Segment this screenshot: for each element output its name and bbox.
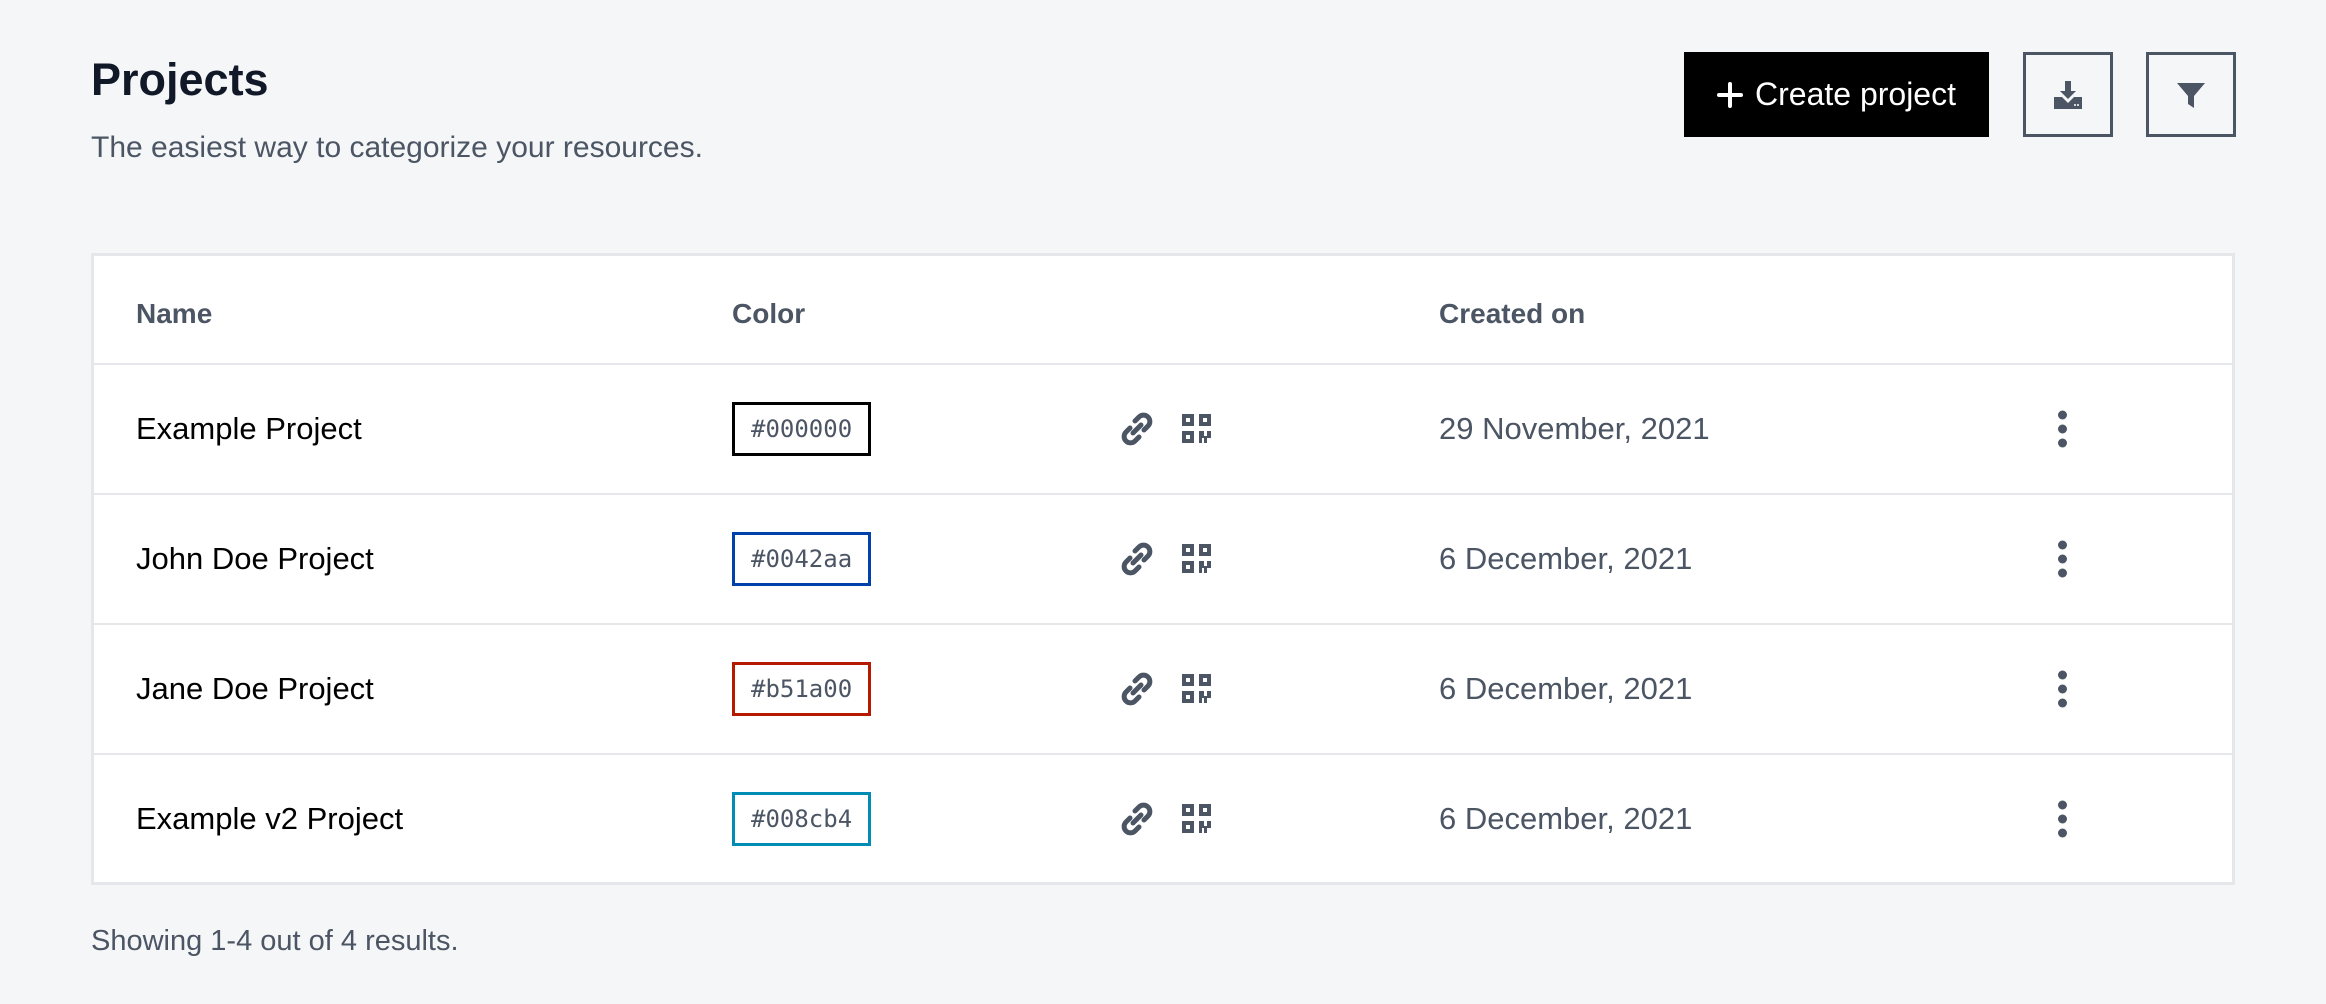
qr-code-icon[interactable] [1182, 674, 1212, 704]
page-title: Projects [91, 54, 269, 105]
created-date: 29 November, 2021 [1439, 411, 1710, 446]
created-date: 6 December, 2021 [1439, 671, 1693, 706]
table-row[interactable]: Example v2 Project #008cb4 6 December, 2… [94, 753, 2232, 883]
table-row[interactable]: John Doe Project #0042aa 6 December, 202… [94, 493, 2232, 623]
color-chip: #0042aa [732, 532, 872, 586]
download-icon [2054, 80, 2082, 109]
color-chip: #008cb4 [732, 792, 872, 846]
link-icon[interactable] [1120, 542, 1154, 576]
project-name[interactable]: Example v2 Project [136, 801, 404, 836]
link-icon[interactable] [1120, 672, 1154, 706]
plus-icon [1717, 81, 1743, 108]
page-subtitle: The easiest way to categorize your resou… [91, 131, 703, 164]
link-icon[interactable] [1120, 412, 1154, 446]
filter-button[interactable] [2146, 52, 2236, 137]
row-actions-menu-icon[interactable] [2054, 407, 2071, 452]
project-name[interactable]: John Doe Project [136, 541, 374, 576]
table-row[interactable]: Jane Doe Project #b51a00 6 December, 202… [94, 623, 2232, 753]
column-header-created: Created on [1439, 298, 1586, 329]
filter-icon [2177, 82, 2205, 108]
results-summary: Showing 1-4 out of 4 results. [91, 925, 459, 957]
download-button[interactable] [2023, 52, 2113, 137]
qr-code-icon[interactable] [1182, 804, 1212, 834]
project-name[interactable]: Example Project [136, 411, 362, 446]
created-date: 6 December, 2021 [1439, 541, 1693, 576]
color-chip: #000000 [732, 402, 872, 456]
row-actions-menu-icon[interactable] [2054, 797, 2071, 842]
color-chip: #b51a00 [732, 662, 872, 716]
create-project-button[interactable]: Create project [1684, 52, 1989, 137]
create-project-label: Create project [1755, 76, 1956, 112]
table-row[interactable]: Example Project #000000 29 November, 202… [94, 363, 2232, 493]
qr-code-icon[interactable] [1182, 414, 1212, 444]
projects-table: Name Color Created on Example Project #0… [91, 253, 2235, 885]
link-icon[interactable] [1120, 802, 1154, 836]
row-actions-menu-icon[interactable] [2054, 537, 2071, 582]
row-actions-menu-icon[interactable] [2054, 667, 2071, 712]
qr-code-icon[interactable] [1182, 544, 1212, 574]
table-header: Name Color Created on [94, 256, 2232, 365]
project-name[interactable]: Jane Doe Project [136, 671, 374, 706]
column-header-color: Color [732, 298, 806, 329]
column-header-name: Name [136, 298, 213, 329]
created-date: 6 December, 2021 [1439, 801, 1693, 836]
